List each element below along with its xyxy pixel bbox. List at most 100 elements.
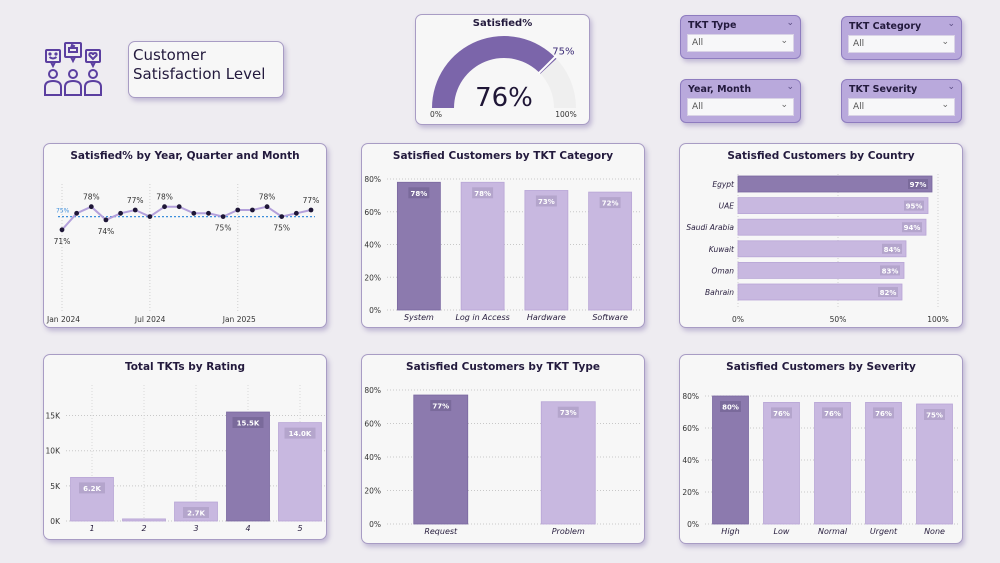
x-tick-label: Jul 2024 (134, 315, 166, 324)
type-bar-chart: 0% 20% 40% 60% 80% 77% Request 73% Problem (364, 386, 642, 536)
data-point (74, 210, 80, 216)
data-label: 78% (259, 193, 276, 202)
data-point (88, 204, 94, 210)
data-label-bg (557, 406, 579, 418)
y-tick-label: 80% (682, 392, 699, 401)
y-tick-label: 20% (364, 273, 381, 282)
data-label-bg (720, 401, 741, 412)
slicer-value: All (853, 39, 865, 49)
bar (814, 402, 851, 525)
data-label: 74% (98, 227, 115, 236)
bar (737, 197, 929, 214)
data-label: 71% (54, 237, 71, 246)
y-tick-label: 80% (364, 175, 381, 184)
data-label-bg (880, 265, 900, 276)
rating-chart-card: Total TKTs by Rating 0K 5K 10K 15K 6.2K 1 2 2.7… (43, 354, 327, 540)
collapse-chevron-icon[interactable]: ⌄ (947, 19, 955, 29)
data-label: 77% (432, 403, 449, 411)
data-label: 80% (722, 404, 739, 412)
data-point (162, 204, 167, 210)
data-label: 72% (602, 200, 619, 208)
x-tick-label: 1 (89, 524, 94, 533)
data-point (103, 217, 109, 223)
data-label: 6.2K (83, 485, 101, 493)
y-tick-label: 40% (682, 456, 699, 465)
y-tick-label: 0% (369, 520, 381, 529)
x-tick-label: 5 (297, 524, 302, 533)
data-label: 78% (410, 190, 427, 198)
chevron-down-icon[interactable]: ⌄ (941, 100, 949, 110)
bar (413, 394, 469, 525)
data-label-bg (878, 287, 898, 297)
slicer-label: TKT Severity (849, 84, 918, 95)
data-label-bg (430, 400, 452, 412)
y-tick-label: 80% (364, 386, 381, 395)
dashboard-title-card: Customer Satisfaction Level (128, 41, 284, 98)
chart-title: Satisfied Customers by TKT Type (406, 361, 600, 373)
y-tick-label: 40% (364, 453, 381, 462)
data-point (59, 227, 65, 233)
x-tick-label: 50% (830, 315, 847, 324)
data-label: 73% (538, 198, 555, 206)
data-label-bg (908, 179, 928, 189)
x-tick-label: Urgent (870, 527, 898, 536)
collapse-chevron-icon[interactable]: ⌄ (947, 82, 955, 92)
slicer-dropdown[interactable]: All ⌄ (848, 98, 955, 116)
line-chart-card: Satisfied% by Year, Quarter and Month Ja… (43, 143, 327, 328)
chevron-down-icon[interactable]: ⌄ (780, 100, 788, 110)
slicer-dropdown[interactable]: All ⌄ (848, 35, 955, 53)
bar (712, 395, 749, 525)
data-point (118, 210, 123, 216)
slicer-dropdown[interactable]: All ⌄ (687, 98, 794, 116)
slicer-value: All (692, 102, 704, 112)
data-label: 76% (773, 410, 790, 418)
slicer-tkt-category[interactable]: TKT Category ⌄ All ⌄ (841, 16, 962, 60)
slicer-year-month[interactable]: Year, Month ⌄ All ⌄ (680, 79, 801, 123)
y-tick-label: 0% (369, 306, 381, 315)
data-label-bg (284, 427, 316, 439)
gauge-fill (432, 35, 557, 108)
bar (916, 403, 953, 525)
data-label: 83% (882, 267, 899, 275)
data-label-bg (232, 417, 264, 429)
data-label: 15.5K (237, 420, 260, 428)
data-label: 75% (273, 224, 290, 233)
x-tick-label: 0% (732, 315, 744, 324)
collapse-chevron-icon[interactable]: ⌄ (786, 18, 794, 28)
severity-chart-card: Satisfied Customers by Severity 0% 20% 40%… (679, 354, 963, 544)
bar (278, 422, 322, 522)
slicer-dropdown[interactable]: All ⌄ (687, 34, 794, 52)
chevron-down-icon[interactable]: ⌄ (780, 36, 788, 46)
customer-feedback-icon (44, 42, 102, 96)
data-label-bg (79, 482, 105, 494)
x-tick-label: Hardware (527, 313, 566, 322)
slicer-tkt-severity[interactable]: TKT Severity ⌄ All ⌄ (841, 79, 962, 123)
data-label: 76% (824, 410, 841, 418)
data-label: 77% (127, 196, 144, 205)
data-label: 78% (474, 190, 491, 198)
country-chart-card: Satisfied Customers by Country 0% 50% 100%… (679, 143, 963, 328)
data-label-bg (535, 195, 557, 207)
data-point (132, 207, 138, 213)
gauge-target-label: 75% (552, 46, 574, 57)
bar (588, 191, 633, 311)
data-label: 77% (303, 196, 320, 205)
y-tick-label: Bahrain (705, 288, 734, 297)
data-label-bg (599, 197, 621, 209)
type-chart-card: Satisfied Customers by TKT Type 0% 20% 40%… (361, 354, 645, 544)
y-tick-label: Kuwait (709, 245, 735, 254)
slicer-tkt-type[interactable]: TKT Type ⌄ All ⌄ (680, 15, 801, 59)
bar (737, 175, 933, 193)
x-tick-label: Low (774, 527, 790, 536)
bar (540, 401, 596, 525)
satisfied-gauge: 75% 76% 0% 100% (430, 35, 577, 119)
dashboard-title-line1: Customer (133, 46, 206, 64)
data-label-bg (873, 407, 894, 419)
chevron-down-icon[interactable]: ⌄ (941, 37, 949, 47)
y-tick-label: 15K (46, 412, 62, 421)
data-point (176, 204, 182, 210)
collapse-chevron-icon[interactable]: ⌄ (786, 82, 794, 92)
data-point (250, 207, 255, 213)
x-tick-label: Jan 2024 (46, 315, 80, 324)
chart-title: Satisfied Customers by Country (727, 150, 915, 162)
